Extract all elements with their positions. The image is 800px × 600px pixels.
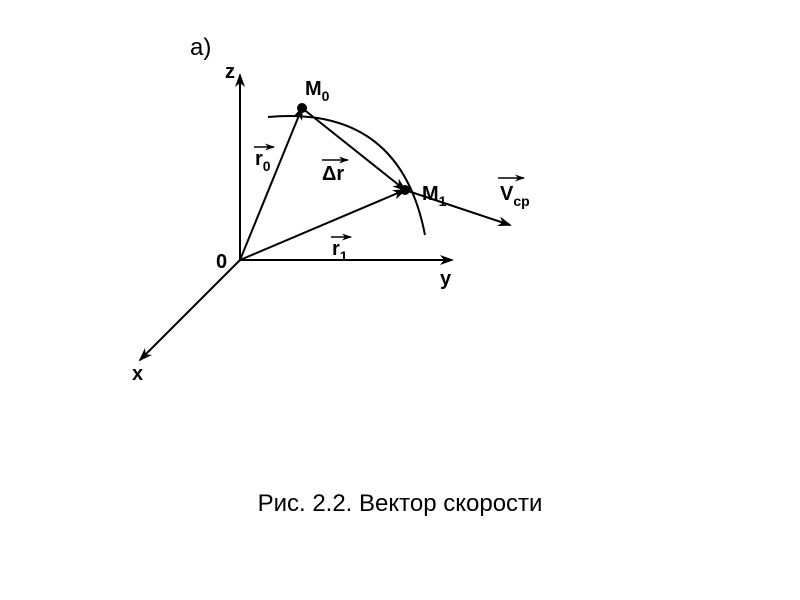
label-m0: M0 [305,78,330,104]
label-z: z [225,61,235,83]
label-m1: M1 [422,183,447,209]
label-y: y [440,268,452,290]
label-dr: Δr [322,163,344,185]
diagram-stage: а) z y x 0 M0 M1 r0 r1 Δr Vср Рис. 2.2. … [0,0,800,600]
axis-x [140,260,240,360]
vector-dr [302,108,405,190]
label-origin: 0 [216,251,227,273]
point-m0 [297,103,307,113]
figure-caption: Рис. 2.2. Вектор скорости [0,490,800,518]
point-m1 [400,185,410,195]
label-panel: а) [190,34,211,61]
label-x: x [132,363,143,385]
label-r0: r0 [255,148,271,174]
label-vcp: Vср [500,183,530,209]
